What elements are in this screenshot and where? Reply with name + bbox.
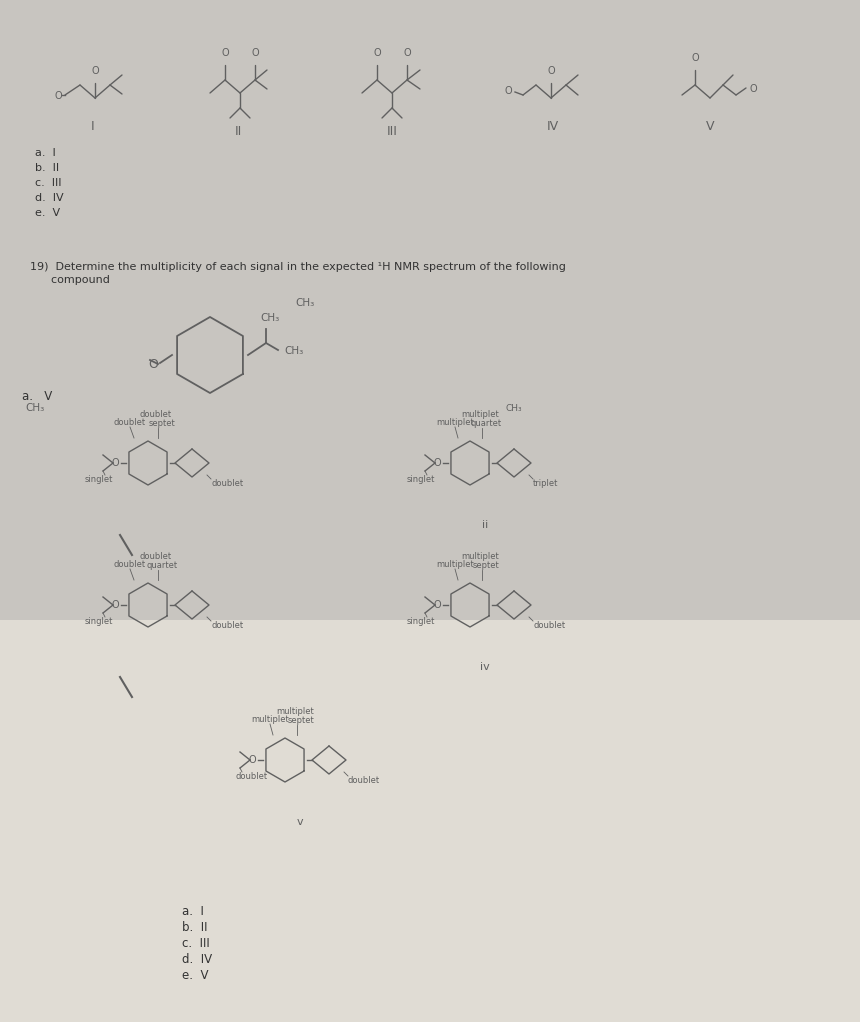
Text: III: III	[386, 125, 397, 138]
Text: a.   V: a. V	[22, 390, 52, 403]
Text: O: O	[403, 48, 411, 58]
Text: d.  IV: d. IV	[182, 953, 212, 966]
Text: multiplet: multiplet	[436, 418, 474, 427]
Text: doublet: doublet	[348, 776, 380, 785]
Text: doublet: doublet	[140, 410, 172, 419]
Text: O: O	[221, 48, 229, 58]
Text: v: v	[297, 817, 304, 827]
Text: singlet: singlet	[85, 617, 114, 626]
Text: b.  II: b. II	[182, 921, 207, 934]
Text: CH₃: CH₃	[505, 404, 522, 413]
Text: 19)  Determine the multiplicity of each signal in the expected ¹H NMR spectrum o: 19) Determine the multiplicity of each s…	[30, 262, 566, 272]
Text: doublet: doublet	[140, 552, 172, 561]
Text: doublet: doublet	[114, 418, 146, 427]
Text: CH₃: CH₃	[261, 313, 280, 323]
Text: O: O	[148, 358, 158, 371]
Text: c.  III: c. III	[182, 937, 210, 950]
Text: c.  III: c. III	[35, 178, 62, 188]
Text: O: O	[373, 48, 381, 58]
Text: singlet: singlet	[407, 617, 435, 626]
Text: I: I	[91, 120, 95, 133]
Text: quartet: quartet	[146, 561, 177, 570]
Text: O: O	[251, 48, 259, 58]
Text: O: O	[547, 66, 555, 76]
Text: doublet: doublet	[211, 479, 243, 487]
Text: II: II	[235, 125, 242, 138]
Text: O: O	[249, 755, 256, 765]
Text: O: O	[433, 600, 441, 610]
Text: triplet: triplet	[533, 479, 558, 487]
Text: O: O	[91, 66, 99, 76]
Bar	[0, 620, 860, 1022]
Text: O: O	[433, 458, 441, 468]
Text: multiplet: multiplet	[436, 560, 474, 569]
Text: e.  V: e. V	[182, 969, 208, 982]
Text: a.  I: a. I	[35, 148, 56, 158]
Text: O: O	[112, 600, 119, 610]
Text: O: O	[504, 86, 512, 96]
Text: CH₃: CH₃	[25, 403, 44, 413]
Text: doublet: doublet	[236, 772, 268, 781]
Text: septet: septet	[287, 716, 315, 725]
Text: IV: IV	[547, 120, 559, 133]
Text: O: O	[54, 91, 62, 101]
Text: V: V	[706, 120, 715, 133]
Text: doublet: doublet	[533, 621, 565, 630]
Text: singlet: singlet	[407, 475, 435, 484]
Text: septet: septet	[149, 419, 175, 428]
Text: CH₃: CH₃	[284, 346, 304, 356]
Text: O: O	[691, 53, 699, 63]
Text: e.  V: e. V	[35, 208, 60, 218]
Text: quartet: quartet	[470, 419, 501, 428]
Text: doublet: doublet	[211, 621, 243, 630]
Text: multiplet: multiplet	[276, 707, 314, 716]
Text: iv: iv	[480, 662, 490, 672]
Text: a.  I: a. I	[182, 905, 204, 918]
Text: ii: ii	[482, 520, 488, 530]
Text: septet: septet	[473, 561, 500, 570]
Text: d.  IV: d. IV	[35, 193, 64, 203]
Text: O: O	[112, 458, 119, 468]
Text: compound: compound	[30, 275, 110, 285]
Text: multiplet: multiplet	[461, 552, 499, 561]
Text: multiplet: multiplet	[461, 410, 499, 419]
Text: multiplet: multiplet	[251, 715, 289, 724]
Text: doublet: doublet	[114, 560, 146, 569]
Text: singlet: singlet	[85, 475, 114, 484]
Text: CH₃: CH₃	[295, 298, 314, 308]
Text: O: O	[750, 84, 758, 94]
Text: b.  II: b. II	[35, 162, 59, 173]
